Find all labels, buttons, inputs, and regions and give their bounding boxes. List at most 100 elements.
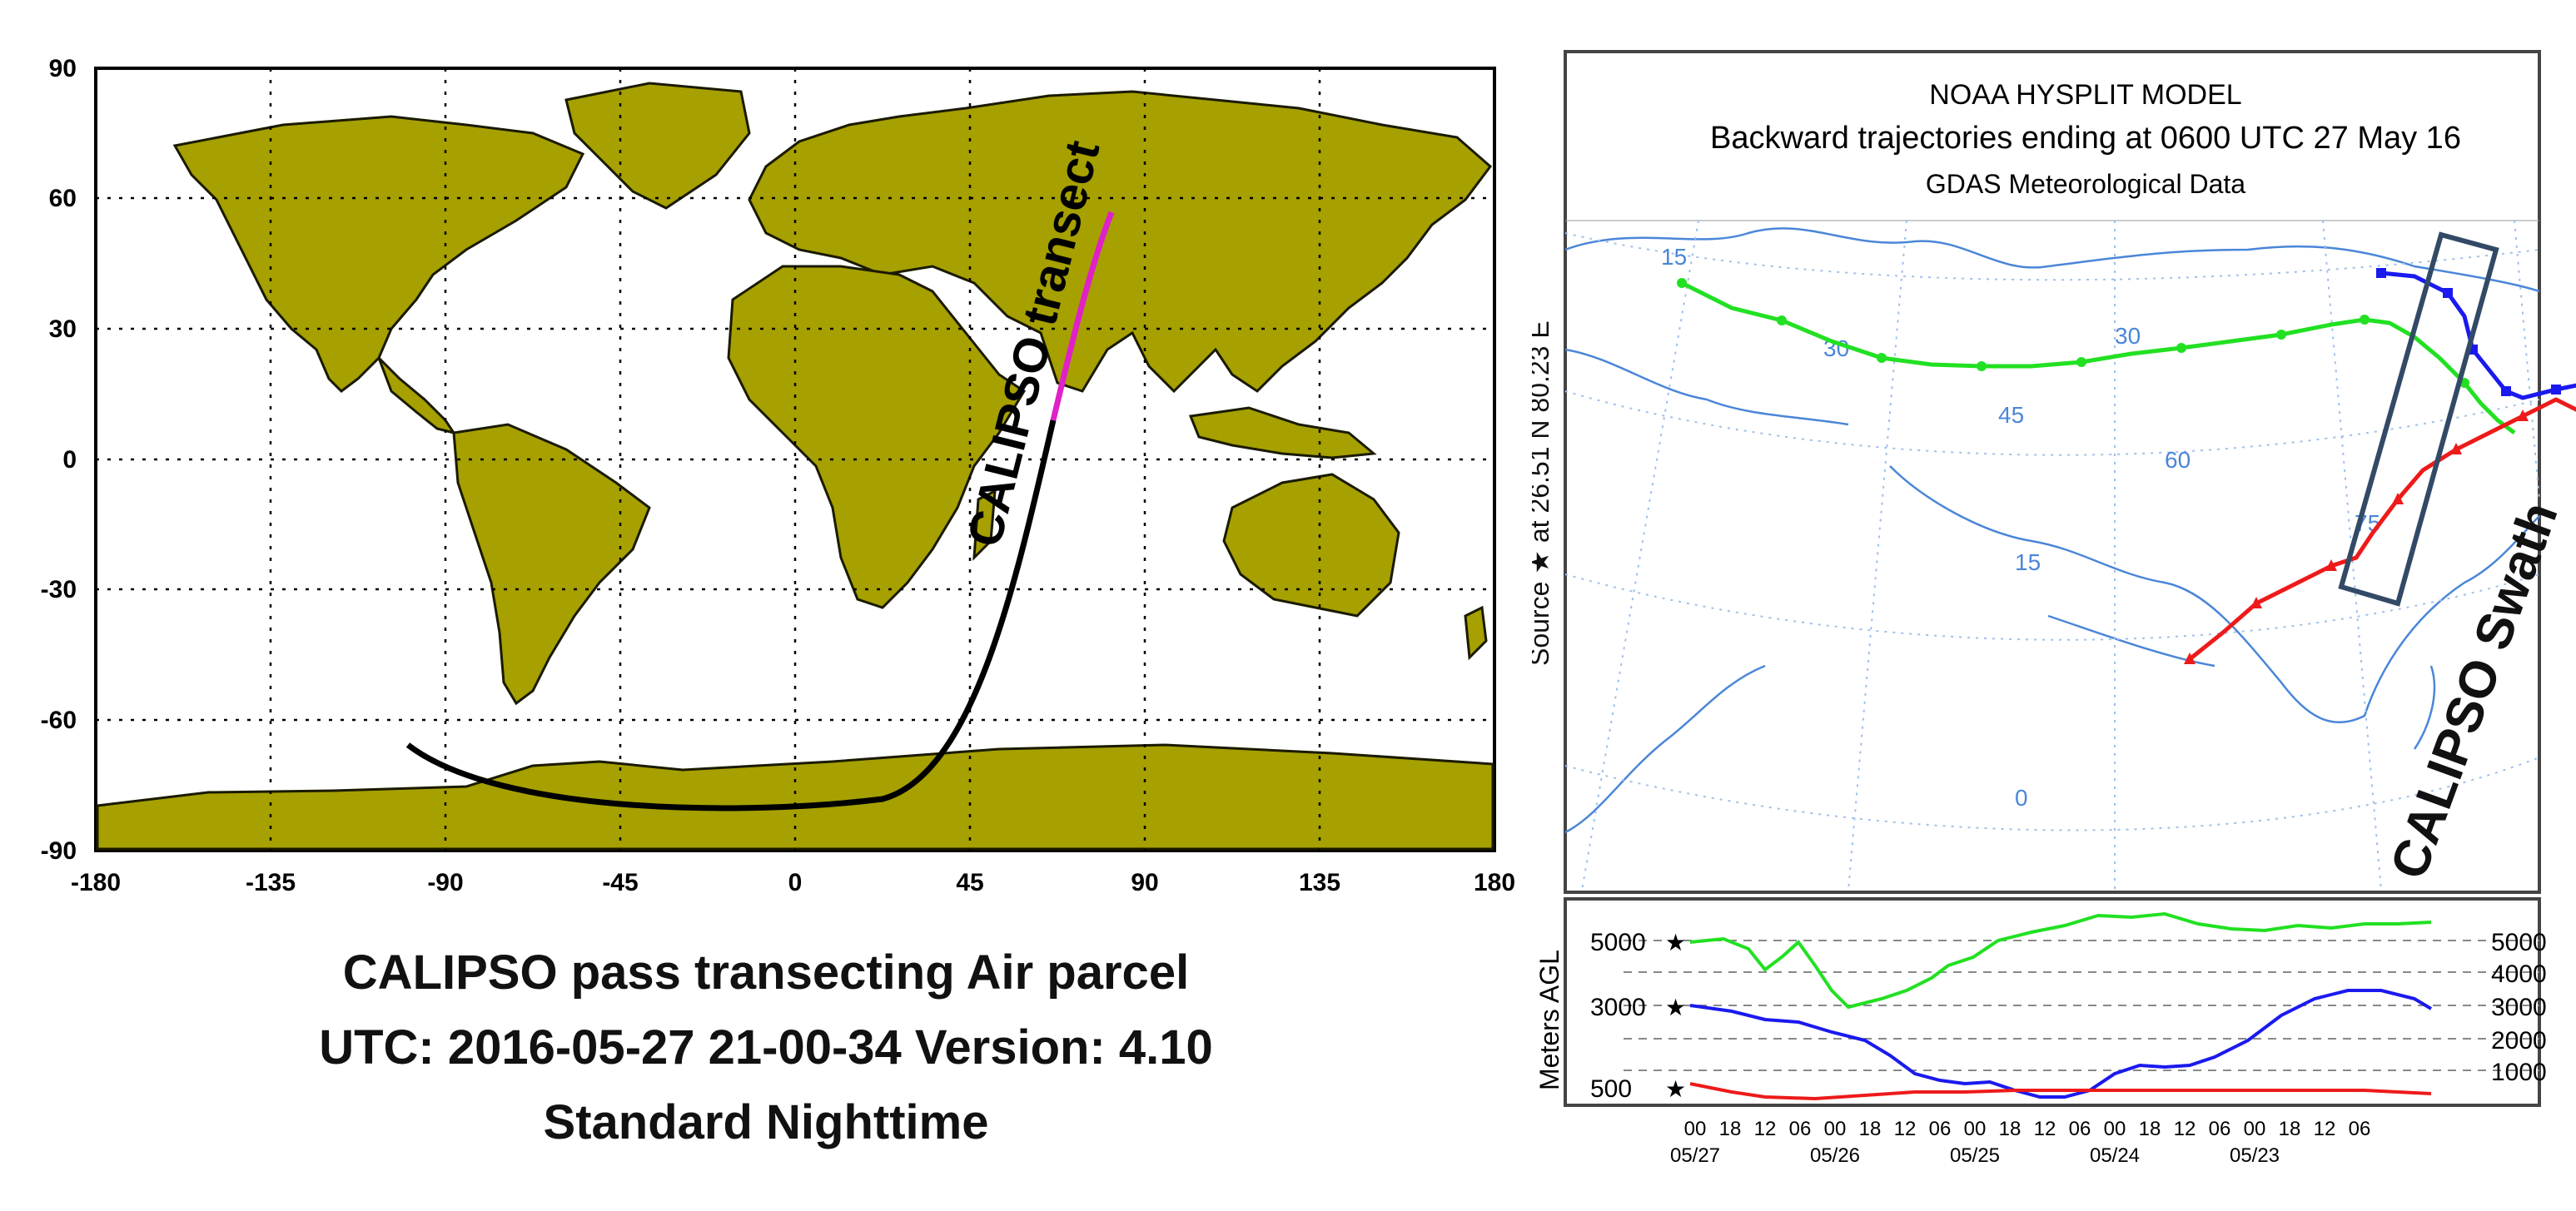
height-series-green	[1689, 911, 2432, 1010]
time-tick: 00	[2244, 1118, 2266, 1140]
calipso-ground-track	[405, 419, 1057, 811]
y-tick-labels: 90 60 30 0 -30 -60 -90	[41, 55, 77, 865]
x-tick: 45	[956, 869, 983, 896]
star-icon: ★	[1665, 995, 1686, 1020]
graticule-label: 60	[2165, 447, 2191, 473]
x-tick: -135	[246, 869, 296, 896]
madagascar	[972, 489, 997, 561]
time-tick: 12	[1754, 1118, 1777, 1140]
australia	[1222, 473, 1400, 618]
graticule-label: 15	[1661, 244, 1687, 270]
date-tick-labels: 05/27 05/26 05/25 05/24 05/23	[1670, 1144, 2280, 1167]
x-tick: 0	[788, 869, 803, 896]
time-tick: 00	[1684, 1118, 1707, 1140]
hysplit-panel: NOAA HYSPLIT MODEL Backward trajectories…	[1524, 0, 2576, 1207]
x-tick: 135	[1299, 869, 1340, 896]
height-series-red	[1689, 1082, 2432, 1101]
star-icon: ★	[1665, 930, 1686, 955]
x-tick: 180	[1474, 869, 1515, 896]
height-axis-label: Meters AGL	[1534, 950, 1564, 1090]
time-tick: 18	[1999, 1118, 2022, 1140]
height-series-blue	[1689, 989, 2433, 1099]
coastlines	[1564, 227, 2540, 834]
height-plot-frame	[1564, 897, 2541, 1107]
time-tick: 06	[2069, 1118, 2091, 1140]
calipso-map-panel: CALIPSO transect 90 60 30 0 -30 -60 -90 …	[41, 55, 1515, 1149]
height-tick-right: 4000	[2491, 960, 2547, 988]
x-tick-labels: -180 -135 -90 -45 0 45 90 135 180	[71, 869, 1515, 896]
caption-line-2: UTC: 2016-05-27 21-00-34 Version: 4.10	[319, 1020, 1213, 1075]
trajectory-subtitle: Backward trajectories ending at 0600 UTC…	[1710, 121, 2461, 156]
time-tick: 12	[2314, 1118, 2336, 1140]
caption-line-3: Standard Nighttime	[543, 1095, 989, 1149]
time-tick: 12	[2174, 1118, 2196, 1140]
graticule-label: 0	[2015, 785, 2028, 811]
date-tick: 05/23	[2230, 1144, 2280, 1167]
map-frame	[1564, 50, 2541, 894]
graticule-label: 30	[2115, 323, 2141, 349]
y-tick: -60	[41, 707, 77, 734]
y-tick: -30	[41, 576, 77, 603]
time-tick: 12	[2034, 1118, 2056, 1140]
map-graticule	[1564, 220, 2540, 891]
x-tick: 90	[1131, 869, 1158, 896]
time-tick: 00	[1964, 1118, 1987, 1140]
height-gridlines	[1624, 940, 2539, 1071]
height-tick-left: 500	[1590, 1075, 1632, 1103]
height-ticks-left: 5000 3000 500	[1590, 929, 1646, 1103]
time-tick: 00	[2104, 1118, 2126, 1140]
time-tick: 18	[1719, 1118, 1742, 1140]
southeast-asia-islands	[1188, 406, 1377, 459]
time-tick: 06	[1789, 1118, 1812, 1140]
height-tick-left: 3000	[1590, 994, 1646, 1021]
greenland	[564, 82, 751, 210]
green-markers	[1677, 278, 2469, 388]
time-tick-labels: 00 18 12 06 00 18 12 06 00 18 12 06 00 1…	[1684, 1118, 2371, 1140]
calipso-transect-segment	[1050, 211, 1115, 421]
land-masses	[96, 82, 1494, 851]
africa	[727, 265, 1027, 609]
new-zealand	[1464, 605, 1488, 661]
height-start-stars: ★ ★ ★	[1665, 930, 1686, 1102]
height-tick-right: 3000	[2491, 994, 2547, 1021]
time-tick: 18	[2139, 1118, 2161, 1140]
star-icon: ★	[1665, 1076, 1686, 1102]
calipso-swath-box	[2338, 231, 2499, 607]
time-tick: 06	[2209, 1118, 2231, 1140]
time-tick: 06	[1929, 1118, 1952, 1140]
height-tick-left: 5000	[1590, 929, 1646, 956]
trajectory-green	[1680, 280, 2516, 434]
eurasia	[748, 90, 1493, 394]
caption-line-1: CALIPSO pass transecting Air parcel	[342, 945, 1190, 1000]
model-title: NOAA HYSPLIT MODEL	[1929, 79, 2241, 111]
y-tick: 30	[49, 315, 77, 343]
hysplit-figure: NOAA HYSPLIT MODEL Backward trajectories…	[1524, 50, 2576, 1167]
graticule-label: 45	[1998, 402, 2024, 428]
graticule-label: 15	[2015, 549, 2041, 575]
height-tick-right: 5000	[2491, 929, 2547, 956]
x-tick: -45	[602, 869, 638, 896]
height-ticks-right: 5000 4000 3000 2000 1000	[2491, 929, 2547, 1086]
height-tick-right: 2000	[2491, 1027, 2547, 1055]
north-america	[172, 115, 585, 393]
red-markers	[2184, 409, 2529, 664]
y-tick: 90	[49, 55, 77, 82]
y-tick: 60	[49, 185, 77, 212]
time-tick: 06	[2349, 1118, 2371, 1140]
time-tick: 12	[1894, 1118, 1917, 1140]
date-tick: 05/24	[2090, 1144, 2140, 1167]
time-tick: 18	[1859, 1118, 1882, 1140]
y-tick: -90	[41, 837, 77, 865]
date-tick: 05/27	[1670, 1144, 1720, 1167]
map-grid	[96, 68, 1494, 851]
world-map: CALIPSO transect 90 60 30 0 -30 -60 -90 …	[41, 55, 1515, 896]
x-tick: -180	[71, 869, 121, 896]
source-location-label: Source ★ at 26.51 N 80.23 E	[1532, 320, 1554, 666]
y-tick: 0	[62, 446, 77, 474]
x-tick: -90	[427, 869, 463, 896]
time-tick: 00	[1824, 1118, 1847, 1140]
graticule-labels: 15 30 30 45 60 75 15 0	[1661, 244, 2380, 811]
date-tick: 05/25	[1950, 1144, 2000, 1167]
date-tick: 05/26	[1810, 1144, 1860, 1167]
height-tick-right: 1000	[2491, 1059, 2547, 1086]
